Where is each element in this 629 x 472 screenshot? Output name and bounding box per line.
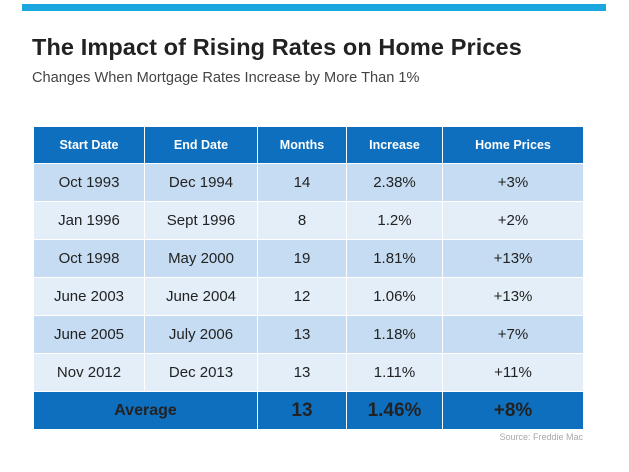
cell-months: 12 <box>257 277 347 316</box>
table-row: Oct 1998 May 2000 19 1.81% +13% <box>33 239 584 278</box>
page-title: The Impact of Rising Rates on Home Price… <box>32 34 522 60</box>
average-increase: 1.46% <box>346 391 443 430</box>
cell-start-date: June 2003 <box>33 277 145 316</box>
cell-months: 13 <box>257 315 347 354</box>
cell-months: 19 <box>257 239 347 278</box>
average-months: 13 <box>257 391 347 430</box>
cell-end-date: June 2004 <box>144 277 258 316</box>
header-months: Months <box>257 126 347 164</box>
table-row: June 2005 July 2006 13 1.18% +7% <box>33 315 584 354</box>
page-subtitle: Changes When Mortgage Rates Increase by … <box>32 70 420 86</box>
table-header-row: Start Date End Date Months Increase Home… <box>33 126 584 164</box>
rates-table: Start Date End Date Months Increase Home… <box>33 126 584 430</box>
cell-months: 14 <box>257 163 347 202</box>
cell-increase: 2.38% <box>346 163 443 202</box>
cell-home-prices: +2% <box>442 201 584 240</box>
average-label: Average <box>33 391 258 430</box>
cell-start-date: Oct 1998 <box>33 239 145 278</box>
cell-end-date: May 2000 <box>144 239 258 278</box>
cell-end-date: Dec 1994 <box>144 163 258 202</box>
table-row: Oct 1993 Dec 1994 14 2.38% +3% <box>33 163 584 202</box>
cell-start-date: Jan 1996 <box>33 201 145 240</box>
cell-increase: 1.06% <box>346 277 443 316</box>
average-home-prices: +8% <box>442 391 584 430</box>
header-increase: Increase <box>346 126 443 164</box>
header-start-date: Start Date <box>33 126 145 164</box>
cell-start-date: June 2005 <box>33 315 145 354</box>
header-home-prices: Home Prices <box>442 126 584 164</box>
cell-start-date: Oct 1993 <box>33 163 145 202</box>
table-row: June 2003 June 2004 12 1.06% +13% <box>33 277 584 316</box>
cell-end-date: July 2006 <box>144 315 258 354</box>
cell-end-date: Sept 1996 <box>144 201 258 240</box>
cell-increase: 1.18% <box>346 315 443 354</box>
average-row: Average 13 1.46% +8% <box>33 391 584 430</box>
accent-bar <box>22 4 606 11</box>
cell-home-prices: +7% <box>442 315 584 354</box>
cell-increase: 1.2% <box>346 201 443 240</box>
source-credit: Source: Freddie Mac <box>499 432 583 442</box>
table-row: Jan 1996 Sept 1996 8 1.2% +2% <box>33 201 584 240</box>
cell-home-prices: +13% <box>442 239 584 278</box>
cell-start-date: Nov 2012 <box>33 353 145 392</box>
cell-increase: 1.81% <box>346 239 443 278</box>
cell-months: 8 <box>257 201 347 240</box>
cell-months: 13 <box>257 353 347 392</box>
header-end-date: End Date <box>144 126 258 164</box>
cell-home-prices: +11% <box>442 353 584 392</box>
table-row: Nov 2012 Dec 2013 13 1.11% +11% <box>33 353 584 392</box>
cell-increase: 1.11% <box>346 353 443 392</box>
cell-end-date: Dec 2013 <box>144 353 258 392</box>
cell-home-prices: +3% <box>442 163 584 202</box>
cell-home-prices: +13% <box>442 277 584 316</box>
